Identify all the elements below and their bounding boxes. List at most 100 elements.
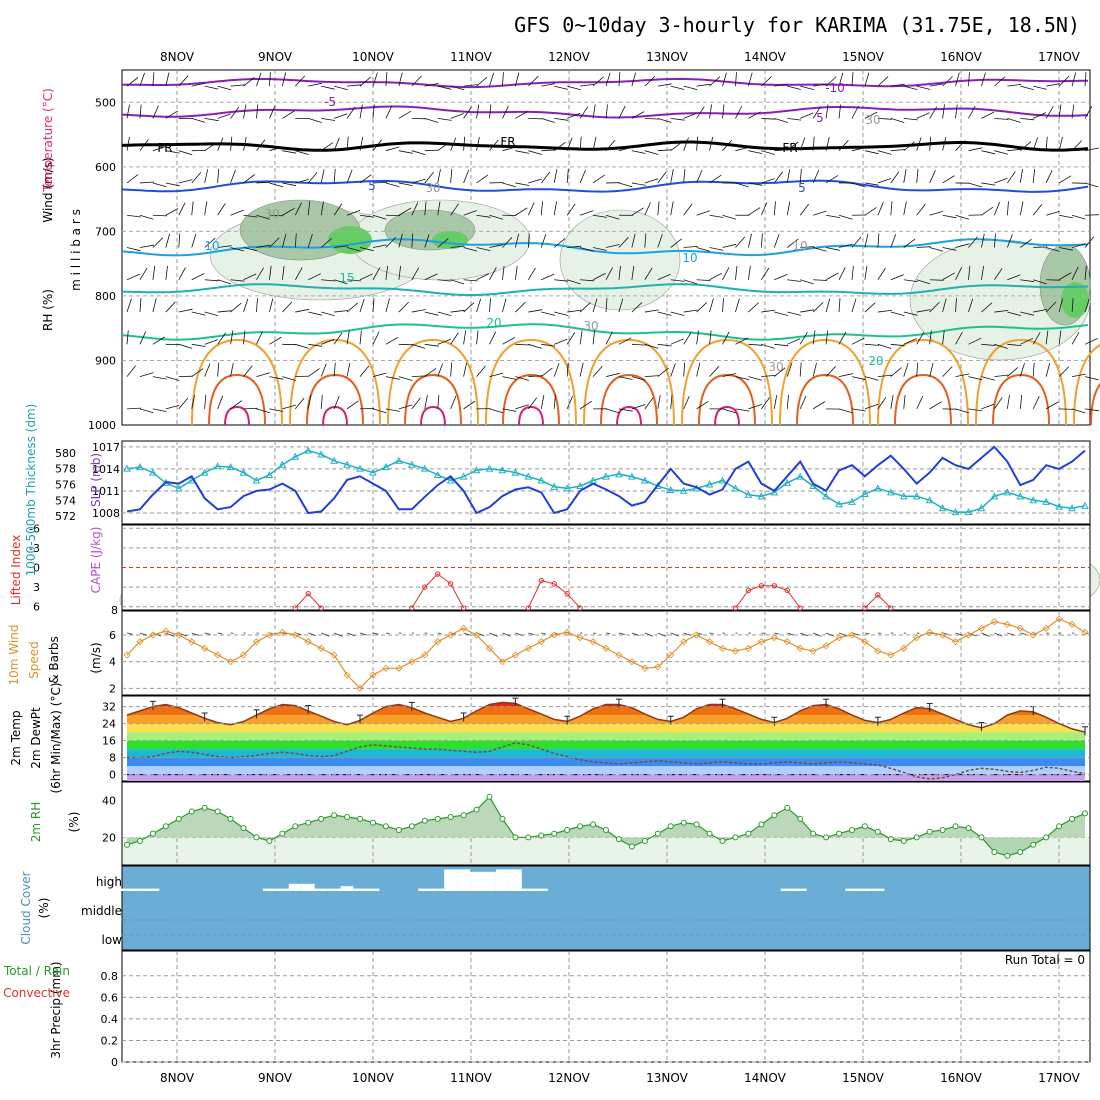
- wind-barb: [424, 395, 428, 409]
- wind-barb: [1071, 140, 1082, 151]
- wind-speed-point: [511, 651, 519, 659]
- cloud-unit-axis-label-part: (%): [37, 898, 51, 919]
- wind-barb: [321, 311, 335, 317]
- wind-barb: [825, 175, 839, 184]
- wind-barb: [748, 343, 763, 346]
- surface-wind-barb: [994, 632, 1003, 637]
- surface-wind-barb: [165, 632, 175, 637]
- wind-barb: [722, 331, 730, 345]
- lifted-index-point: [525, 605, 532, 611]
- wind-barb: [670, 311, 685, 316]
- wind-barb: [709, 247, 724, 251]
- wind-barb: [579, 106, 589, 119]
- rh-point: [551, 830, 558, 837]
- thickness-point: [1016, 492, 1025, 500]
- date-label-bottom: 15NOV: [842, 1071, 884, 1085]
- wind-barb: [955, 331, 963, 345]
- millibars-axis-label-part: m i l l i b a r s: [69, 209, 83, 291]
- lifted-index-line: [411, 573, 465, 609]
- lifted-index-point: [409, 605, 415, 611]
- wind-barb: [230, 362, 234, 377]
- wind-barb: [541, 367, 553, 377]
- wind-barb: [126, 365, 136, 377]
- wind-barb: [320, 237, 332, 248]
- wind-speed-point: [343, 671, 351, 679]
- wind-barb: [437, 338, 451, 345]
- wind-barb: [204, 118, 219, 122]
- wind-barb: [696, 330, 699, 345]
- wind-barb: [851, 337, 865, 345]
- speed-axis-label-part: Speed: [27, 641, 41, 679]
- wind-barb: [683, 332, 692, 345]
- wind-barb: [476, 104, 480, 119]
- wind-barb: [346, 302, 358, 313]
- wind-barb: [372, 267, 381, 280]
- temp-contour-35: [616, 405, 642, 426]
- wind-speed-point: [783, 638, 791, 646]
- wind-barb: [1019, 169, 1023, 184]
- wind-barb: [243, 330, 246, 345]
- wind-barb: [864, 111, 878, 119]
- wind-barb: [359, 214, 374, 218]
- wind-barb: [761, 118, 776, 120]
- wind-barb: [592, 247, 607, 251]
- wind-speed-point: [874, 647, 882, 655]
- wind-barb: [269, 214, 284, 217]
- wind-barb: [774, 367, 786, 377]
- wind-speed-point: [227, 658, 235, 666]
- surface-wind-barb: [385, 632, 390, 634]
- temp-band: [127, 740, 1085, 750]
- wind-barb: [1019, 201, 1024, 216]
- wind-barb: [800, 309, 815, 313]
- thickness-point: [174, 484, 183, 492]
- contour-label: -5: [324, 95, 336, 109]
- wind-barb: [411, 75, 422, 87]
- lifted-index-point: [318, 605, 324, 611]
- wind-barb: [1084, 376, 1099, 381]
- rh-point: [357, 815, 364, 822]
- wind-barb: [295, 179, 309, 184]
- wind-barb: [1045, 362, 1051, 377]
- wind-barb: [269, 298, 274, 313]
- wind-barb: [566, 332, 576, 345]
- wind-barb: [385, 237, 396, 248]
- wind-barb: [269, 336, 282, 345]
- rh-point: [913, 834, 920, 841]
- date-label-bottom: 14NOV: [744, 1071, 786, 1085]
- wind-barb: [282, 207, 295, 216]
- wind-speed-point: [447, 631, 455, 639]
- wind-barb: [657, 395, 661, 409]
- dewpoint-line: [127, 742, 1086, 780]
- wind-barb: [618, 105, 626, 119]
- wind-barb: [786, 363, 793, 377]
- wind-barb: [566, 395, 574, 410]
- wind-barb: [463, 84, 478, 87]
- lifted-index-point: [888, 605, 894, 611]
- thickness-point: [1068, 504, 1076, 512]
- wind-barb: [631, 111, 645, 119]
- wind-speed-point: [485, 644, 494, 652]
- wind-speed-point: [628, 658, 636, 666]
- wind-barb: [152, 298, 157, 313]
- temp-contour-25: [779, 338, 871, 426]
- wind-barb: [346, 362, 351, 377]
- slp-axis-label: SLP (mb): [89, 453, 103, 507]
- wind-barb: [476, 76, 488, 87]
- wind-barb: [165, 376, 180, 381]
- wind-barb: [955, 373, 970, 377]
- thickness-point: [705, 480, 714, 488]
- wind-barb: [256, 298, 258, 313]
- dewpt2m-axis-label-part: 2m DewPt: [29, 707, 43, 769]
- wind-barb: [580, 247, 594, 252]
- wind-barb: [916, 362, 919, 377]
- temp-contour-30: [502, 373, 560, 426]
- wind-barb: [553, 394, 556, 409]
- wind-barb: [929, 247, 944, 252]
- thickness-point: [718, 476, 727, 484]
- wind-barb: [605, 139, 616, 151]
- wind-barb: [890, 311, 905, 316]
- rh-point: [758, 821, 765, 828]
- wind-barb: [1045, 106, 1054, 119]
- temp-contour-30: [698, 373, 756, 426]
- cloud-unit-axis-label: (%): [37, 898, 51, 919]
